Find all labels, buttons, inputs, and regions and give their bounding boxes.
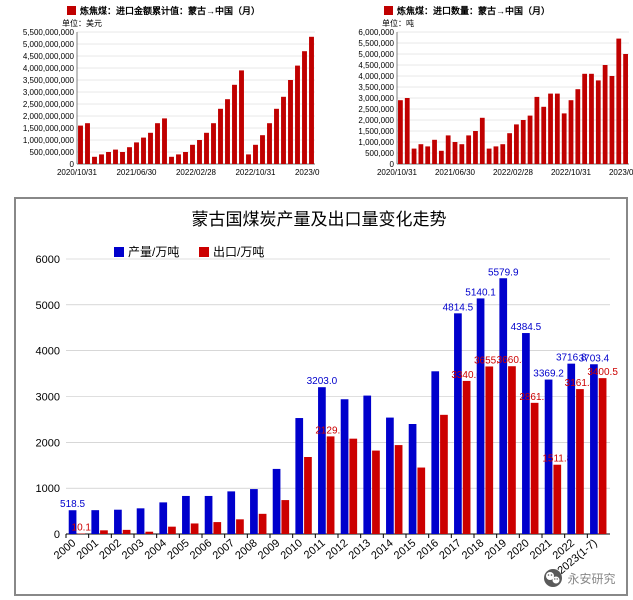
svg-text:2001: 2001 [74, 537, 100, 562]
svg-text:2004: 2004 [142, 537, 168, 562]
svg-text:2015: 2015 [391, 537, 417, 562]
svg-text:4814.5: 4814.5 [442, 302, 473, 313]
svg-text:2020/10/31: 2020/10/31 [377, 168, 418, 177]
svg-text:3203.0: 3203.0 [306, 376, 337, 387]
svg-text:单位：吨: 单位：吨 [382, 18, 414, 28]
svg-text:2021: 2021 [527, 537, 553, 562]
svg-text:500,000,000: 500,000,000 [30, 148, 75, 157]
svg-text:2014: 2014 [369, 537, 395, 562]
svg-text:3,000,000: 3,000,000 [358, 94, 394, 103]
svg-text:2019: 2019 [482, 537, 508, 562]
svg-text:0: 0 [53, 529, 59, 541]
svg-text:1000: 1000 [35, 483, 59, 495]
svg-text:2020/10/31: 2020/10/31 [57, 168, 98, 177]
svg-text:2002: 2002 [97, 537, 123, 562]
svg-text:出口/万吨: 出口/万吨 [213, 245, 264, 259]
watermark: 永安研究 [543, 568, 615, 588]
svg-text:2007: 2007 [210, 537, 236, 562]
svg-text:3369.2: 3369.2 [533, 369, 564, 380]
svg-text:1,000,000,000: 1,000,000,000 [23, 136, 75, 145]
svg-text:2003: 2003 [119, 537, 145, 562]
svg-text:2008: 2008 [233, 537, 259, 562]
wechat-icon [543, 568, 563, 588]
monthly-import-volume-chart: 炼焦煤：进口数量：蒙古→中国（月）单位：吨0500,0001,000,0001,… [324, 4, 633, 189]
svg-text:500,000: 500,000 [365, 149, 394, 158]
svg-text:5579.9: 5579.9 [487, 267, 518, 278]
svg-text:2,000,000,000: 2,000,000,000 [23, 112, 75, 121]
svg-text:单位：美元: 单位：美元 [62, 18, 102, 28]
svg-text:10.1: 10.1 [71, 523, 91, 534]
svg-text:2022/10/31: 2022/10/31 [551, 168, 592, 177]
svg-text:2011: 2011 [301, 537, 327, 561]
svg-text:2016: 2016 [414, 537, 440, 562]
svg-text:5140.1: 5140.1 [465, 287, 496, 298]
svg-text:4000: 4000 [35, 346, 59, 358]
svg-text:3,000,000,000: 3,000,000,000 [23, 88, 75, 97]
svg-text:5,000,000,000: 5,000,000,000 [23, 40, 75, 49]
svg-text:6000: 6000 [35, 254, 59, 266]
svg-text:2,000,000: 2,000,000 [358, 116, 394, 125]
svg-text:518.5: 518.5 [60, 499, 85, 510]
svg-text:2022/02/28: 2022/02/28 [493, 168, 534, 177]
svg-text:2,500,000: 2,500,000 [358, 105, 394, 114]
svg-text:1,500,000,000: 1,500,000,000 [23, 124, 75, 133]
svg-text:产量/万吨: 产量/万吨 [128, 245, 179, 259]
svg-text:炼焦煤：进口金额累计值：蒙古→中国（月）: 炼焦煤：进口金额累计值：蒙古→中国（月） [80, 5, 260, 16]
svg-text:2020: 2020 [505, 537, 531, 562]
svg-text:5,000,000: 5,000,000 [358, 50, 394, 59]
svg-text:2022/02/28: 2022/02/28 [176, 168, 217, 177]
svg-text:4,500,000,000: 4,500,000,000 [23, 52, 75, 61]
svg-text:3000: 3000 [35, 392, 59, 404]
svg-text:2023/09/30: 2023/09/30 [295, 168, 320, 177]
svg-text:2023/09/30: 2023/09/30 [609, 168, 633, 177]
svg-text:3,500,000: 3,500,000 [358, 83, 394, 92]
svg-text:1,500,000: 1,500,000 [358, 127, 394, 136]
svg-text:炼焦煤：进口数量：蒙古→中国（月）: 炼焦煤：进口数量：蒙古→中国（月） [397, 5, 550, 16]
svg-text:4,500,000: 4,500,000 [358, 61, 394, 70]
svg-text:4384.5: 4384.5 [510, 322, 541, 333]
svg-text:2018: 2018 [459, 537, 485, 562]
svg-text:3400.5: 3400.5 [587, 367, 618, 378]
svg-text:蒙古国煤炭产量及出口量变化走势: 蒙古国煤炭产量及出口量变化走势 [191, 210, 446, 229]
svg-text:3703.4: 3703.4 [578, 353, 609, 364]
svg-text:5,500,000,000: 5,500,000,000 [23, 28, 75, 37]
svg-text:2021/06/30: 2021/06/30 [116, 168, 157, 177]
svg-text:2009: 2009 [255, 537, 281, 562]
watermark-text: 永安研究 [567, 570, 615, 587]
svg-text:2005: 2005 [165, 537, 191, 562]
svg-text:2013: 2013 [346, 537, 372, 562]
svg-text:2000: 2000 [35, 437, 59, 449]
svg-text:2006: 2006 [187, 537, 213, 562]
svg-text:4,000,000: 4,000,000 [358, 72, 394, 81]
svg-text:2017: 2017 [437, 537, 463, 562]
svg-text:2022/10/31: 2022/10/31 [235, 168, 276, 177]
monthly-import-value-chart: 炼焦煤：进口金额累计值：蒙古→中国（月）单位：美元0500,000,0001,0… [4, 4, 320, 189]
svg-text:5000: 5000 [35, 300, 59, 312]
svg-text:3,500,000,000: 3,500,000,000 [23, 76, 75, 85]
svg-text:6,000,000: 6,000,000 [358, 28, 394, 37]
svg-text:2,500,000,000: 2,500,000,000 [23, 100, 75, 109]
svg-text:2012: 2012 [323, 537, 349, 562]
svg-text:4,000,000,000: 4,000,000,000 [23, 64, 75, 73]
svg-text:1,000,000: 1,000,000 [358, 138, 394, 147]
svg-text:2010: 2010 [278, 537, 304, 562]
svg-text:2021/06/30: 2021/06/30 [435, 168, 476, 177]
svg-text:5,500,000: 5,500,000 [358, 39, 394, 48]
mongolia-coal-production-export-chart: 蒙古国煤炭产量及出口量变化走势产量/万吨 出口/万吨 0 1000 2000 3000 40… [14, 197, 628, 596]
